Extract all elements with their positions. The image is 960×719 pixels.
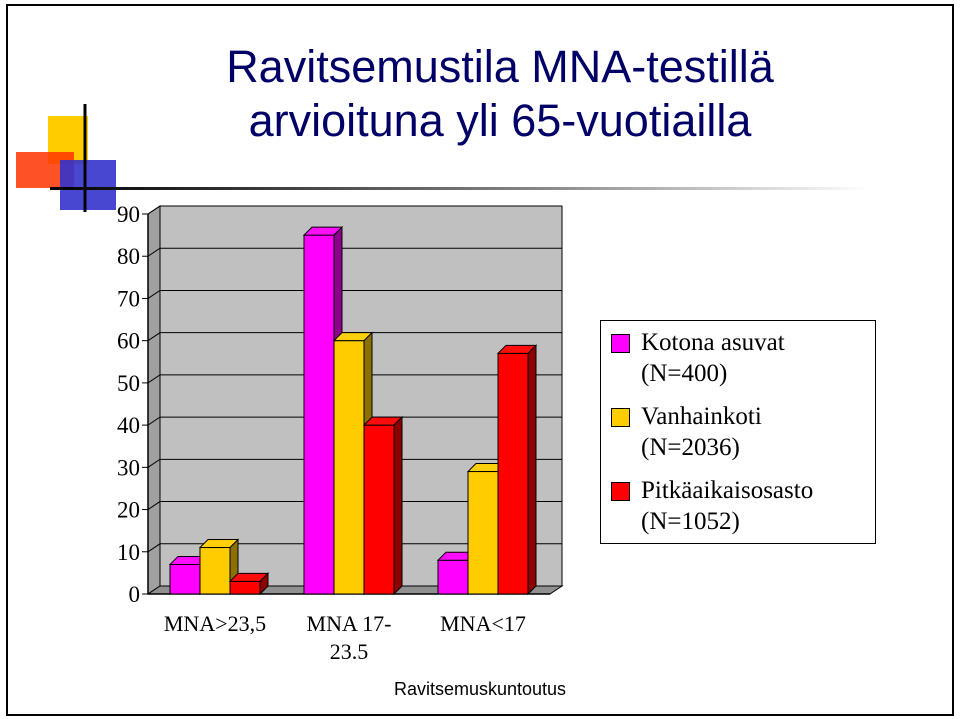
slide-frame xyxy=(6,4,954,716)
gridline xyxy=(147,543,562,553)
slide-title: Ravitsemustila MNA-testillä arvioituna y… xyxy=(150,40,850,148)
x-category-label: MNA<17 xyxy=(440,611,526,636)
bar xyxy=(497,352,529,595)
y-tick-label: 30 xyxy=(117,455,140,480)
legend-swatch-kotona xyxy=(611,334,630,353)
y-tick-label: 80 xyxy=(117,244,140,269)
legend-swatch-pitkaaikaisosasto xyxy=(611,482,630,501)
legend-label-pitkaaikaisosasto-2: (N=1052) xyxy=(641,508,740,535)
y-tick-label: 40 xyxy=(117,413,140,438)
bar-side xyxy=(393,415,403,596)
legend-swatch-vanhainkoti xyxy=(611,408,630,427)
plot-side-wall xyxy=(147,205,161,595)
bar xyxy=(229,580,261,595)
footer-text: Ravitsemuskuntoutus xyxy=(393,679,567,699)
gridline xyxy=(147,416,562,426)
title-line-2: arvioituna yli 65-vuotiailla xyxy=(248,95,752,146)
legend-label-pitkaaikaisosasto-1: Pitkäaikaisosasto xyxy=(641,477,814,504)
legend-label-kotona-1: Kotona asuvat xyxy=(641,329,785,356)
y-tick-label: 50 xyxy=(117,371,140,396)
x-category-label: 23.5 xyxy=(330,639,369,664)
gridline xyxy=(147,247,562,257)
bar-side xyxy=(259,572,269,596)
bar xyxy=(467,471,499,595)
bar xyxy=(437,559,469,595)
x-category-label: MNA>23,5 xyxy=(164,611,266,636)
y-tick-label: 10 xyxy=(117,540,140,565)
gridline xyxy=(147,205,562,215)
y-tick-label: 20 xyxy=(117,498,140,523)
logo-blue-square xyxy=(60,160,116,210)
x-category-label: MNA 17- xyxy=(307,611,392,636)
chart-legend: Kotona asuvat (N=400) Vanhainkoti (N=203… xyxy=(600,320,876,544)
gridline xyxy=(147,501,562,510)
y-tick-label: 0 xyxy=(129,582,141,607)
bar xyxy=(333,340,365,595)
y-tick-label: 60 xyxy=(117,329,140,354)
gridline xyxy=(147,332,562,342)
gridline xyxy=(147,374,562,384)
bar xyxy=(199,547,231,595)
bar xyxy=(169,563,201,595)
legend-label-kotona-2: (N=400) xyxy=(641,360,728,387)
y-tick-label: 70 xyxy=(117,286,140,311)
title-line-1: Ravitsemustila MNA-testillä xyxy=(226,41,774,92)
bar xyxy=(303,234,335,595)
bar-side xyxy=(527,344,537,596)
legend-label-vanhainkoti-2: (N=2036) xyxy=(641,434,740,461)
legend-label-vanhainkoti-1: Vanhainkoti xyxy=(641,403,762,430)
bar xyxy=(363,424,395,595)
title-underline xyxy=(50,187,870,190)
y-tick-label: 90 xyxy=(117,202,140,227)
gridline xyxy=(147,289,562,299)
gridline xyxy=(147,458,562,468)
decorative-logo xyxy=(16,104,135,212)
